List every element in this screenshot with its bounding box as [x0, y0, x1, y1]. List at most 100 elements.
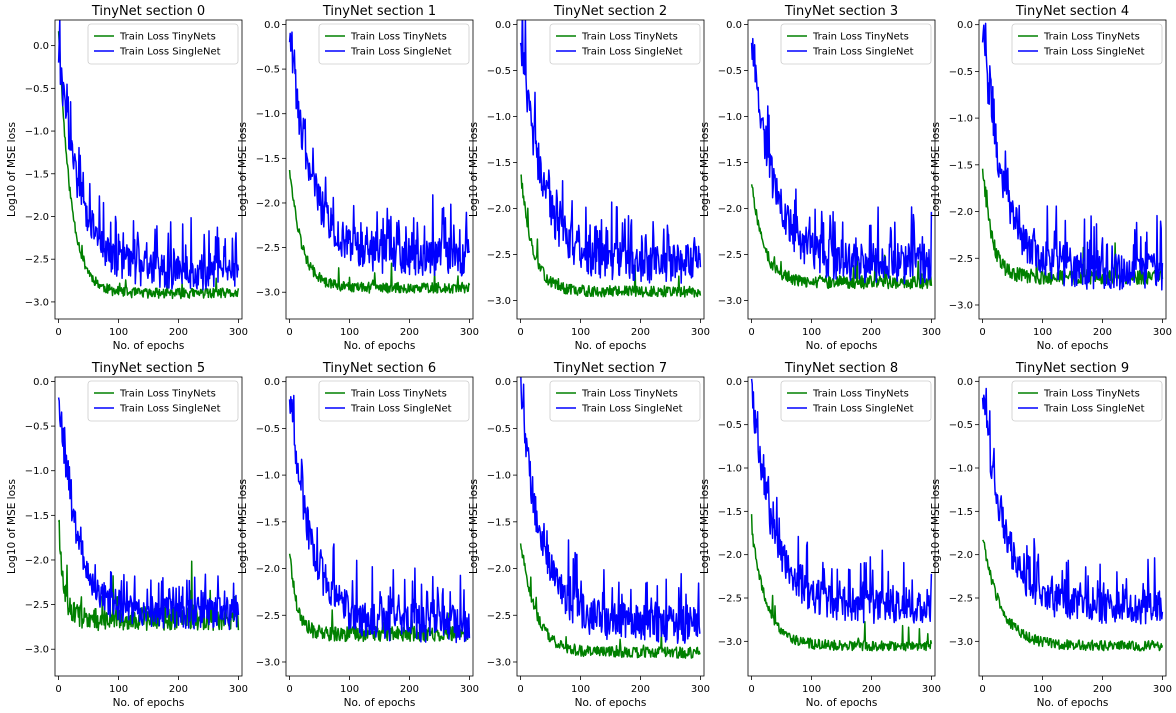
y-tick-label: −1.5 — [25, 169, 49, 180]
legend-label: Train Loss TinyNets — [119, 389, 216, 400]
y-tick-label: −1.5 — [949, 160, 973, 171]
x-tick-label: 100 — [571, 327, 590, 338]
y-tick-label: 0.0 — [726, 377, 742, 388]
series-singlenet-line — [519, 20, 702, 284]
series-tinynets-line — [57, 519, 240, 632]
subplot-title: TinyNet section 4 — [1015, 4, 1129, 19]
y-tick-label: 0.0 — [957, 377, 973, 388]
plot-lines — [750, 378, 933, 652]
legend: Train Loss TinyNets Train Loss SingleNet — [549, 380, 701, 422]
axes-frame — [54, 376, 243, 677]
legend-label: Train Loss TinyNets — [119, 32, 216, 43]
x-tick-label: 200 — [631, 684, 650, 695]
legend: Train Loss TinyNets Train Loss SingleNet — [318, 380, 470, 422]
legend-box — [780, 23, 932, 65]
y-tick-label: −0.5 — [718, 420, 742, 431]
subplot-title: TinyNet section 9 — [1015, 361, 1129, 376]
y-tick-label: 0.0 — [957, 20, 973, 31]
legend: Train Loss TinyNets Train Loss SingleNet — [318, 23, 470, 65]
y-tick-label: 0.0 — [33, 377, 49, 388]
y-tick-label: −1.0 — [25, 127, 49, 138]
y-axis-label: Log10 of MSE loss — [930, 479, 942, 574]
x-tick-label: 300 — [460, 684, 479, 695]
axes-frame — [978, 19, 1167, 320]
series-tinynets-line — [982, 539, 1164, 652]
x-tick-label: 0 — [979, 684, 985, 695]
legend-label: Train Loss SingleNet — [1043, 47, 1145, 58]
y-tick-label: −1.5 — [487, 158, 511, 169]
y-tick-label: −2.5 — [487, 250, 511, 261]
axes-frame — [285, 376, 474, 677]
y-tick-label: −1.0 — [718, 464, 742, 475]
axes-frame — [747, 376, 936, 677]
legend-box — [549, 380, 701, 422]
series-singlenet-line — [288, 394, 471, 644]
x-tick-label: 100 — [571, 684, 590, 695]
x-tick-label: 200 — [862, 327, 881, 338]
series-tinynets-line — [519, 543, 701, 659]
y-tick-label: −2.5 — [718, 250, 742, 261]
legend-label: Train Loss TinyNets — [350, 32, 447, 43]
y-tick-label: −2.5 — [949, 254, 973, 265]
subplot-4: TinyNet section 4 0 100 200 300 0.0 −0.5 −1.0 −1… — [930, 4, 1172, 352]
x-axis-label: No. of epochs — [806, 697, 878, 709]
legend-label: Train Loss SingleNet — [812, 404, 914, 415]
y-axis-label: Log10 of MSE loss — [6, 122, 18, 217]
x-tick-label: 200 — [862, 684, 881, 695]
y-tick-label: −2.0 — [487, 564, 511, 575]
y-axis-label: Log10 of MSE loss — [6, 479, 18, 574]
x-tick-label: 200 — [631, 327, 650, 338]
y-tick-label: −1.0 — [25, 466, 49, 477]
x-tick-label: 300 — [691, 684, 710, 695]
axes-frame — [516, 19, 705, 320]
y-tick-label: −0.5 — [949, 67, 973, 78]
legend: Train Loss TinyNets Train Loss SingleNet — [780, 23, 932, 65]
x-axis-label: No. of epochs — [575, 340, 647, 352]
x-tick-label: 200 — [1093, 684, 1112, 695]
x-axis-label: No. of epochs — [1037, 340, 1109, 352]
y-tick-label: −3.0 — [256, 657, 280, 668]
x-axis-label: No. of epochs — [344, 340, 416, 352]
plot-lines — [750, 37, 933, 290]
x-tick-label: 300 — [1153, 684, 1172, 695]
x-tick-label: 0 — [286, 327, 292, 338]
y-tick-label: −0.5 — [256, 65, 280, 76]
x-tick-label: 0 — [55, 327, 61, 338]
y-tick-label: −2.5 — [718, 594, 742, 605]
plot-lines — [288, 31, 471, 294]
y-tick-label: −3.0 — [487, 657, 511, 668]
series-tinynets-line — [288, 169, 471, 294]
plot-lines — [519, 377, 701, 659]
x-tick-label: 200 — [400, 684, 419, 695]
y-tick-label: −2.5 — [949, 594, 973, 605]
legend-label: Train Loss SingleNet — [119, 404, 221, 415]
y-tick-label: −2.0 — [487, 204, 511, 215]
legend-box — [780, 380, 932, 422]
x-axis-label: No. of epochs — [113, 340, 185, 352]
subplot-title: TinyNet section 5 — [91, 361, 205, 376]
x-tick-label: 100 — [802, 327, 821, 338]
x-tick-label: 200 — [169, 327, 188, 338]
y-tick-label: −2.0 — [949, 207, 973, 218]
subplot-1: TinyNet section 1 0 100 200 300 0.0 −0.5 −1.0 −1… — [237, 4, 479, 352]
legend: Train Loss TinyNets Train Loss SingleNet — [1011, 380, 1163, 422]
axes-frame — [978, 376, 1167, 677]
y-axis-label: Log10 of MSE loss — [699, 122, 711, 217]
y-tick-label: −1.0 — [256, 471, 280, 482]
axes-frame — [54, 19, 243, 320]
legend: Train Loss TinyNets Train Loss SingleNet — [1011, 23, 1163, 65]
series-tinynets-line — [750, 184, 933, 290]
y-tick-label: −2.0 — [949, 550, 973, 561]
y-tick-label: −1.5 — [949, 507, 973, 518]
subplot-0: TinyNet section 0 0 100 200 300 0.0 −0.5 −1.0 −1… — [6, 4, 248, 352]
y-tick-label: 0.0 — [264, 20, 280, 31]
legend-label: Train Loss TinyNets — [812, 32, 909, 43]
legend-label: Train Loss TinyNets — [581, 32, 678, 43]
y-axis-label: Log10 of MSE loss — [930, 122, 942, 217]
subplot-title: TinyNet section 7 — [553, 361, 667, 376]
x-tick-label: 100 — [802, 684, 821, 695]
y-tick-label: −3.0 — [949, 637, 973, 648]
x-tick-label: 200 — [400, 327, 419, 338]
x-tick-label: 0 — [748, 684, 754, 695]
legend-box — [87, 23, 239, 65]
